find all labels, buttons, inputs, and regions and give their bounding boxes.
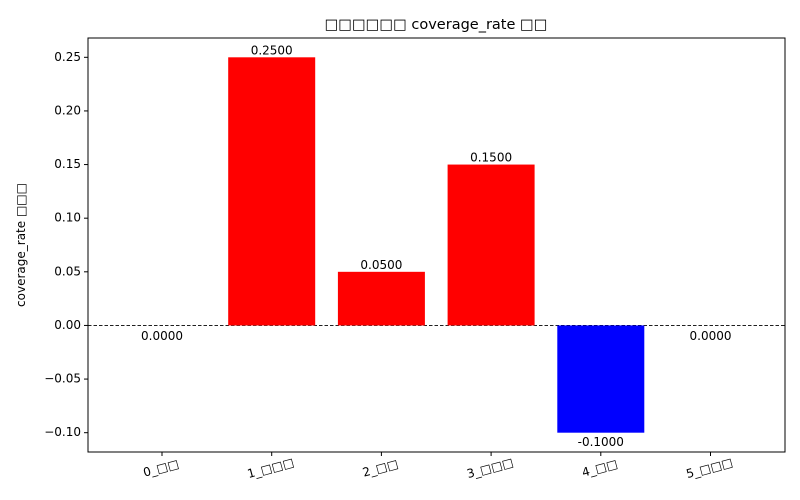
bar-2: [338, 272, 425, 326]
bar-value-label: -0.1000: [578, 435, 624, 449]
bar-1: [228, 57, 315, 325]
chart-title: □□□□□□ coverage_rate □□: [325, 17, 548, 33]
y-tick-label: 0.25: [54, 50, 81, 64]
y-axis-label: coverage_rate □□□: [14, 183, 28, 307]
bar-value-label: 0.1500: [470, 151, 512, 165]
y-tick-label: 0.00: [54, 318, 81, 332]
bar-value-label: 0.0500: [360, 258, 402, 272]
y-tick-label: 0.20: [54, 103, 81, 117]
y-tick-label: 0.10: [54, 211, 81, 225]
y-tick-label: −0.10: [44, 425, 81, 439]
bar-value-label: 0.0000: [690, 329, 732, 343]
bar-3: [448, 165, 535, 326]
y-tick-label: 0.05: [54, 264, 81, 278]
y-tick-label: 0.15: [54, 157, 81, 171]
bar-value-label: 0.0000: [141, 329, 183, 343]
bar-value-label: 0.2500: [251, 43, 293, 57]
y-tick-label: −0.05: [44, 372, 81, 386]
bar-4: [557, 325, 644, 432]
